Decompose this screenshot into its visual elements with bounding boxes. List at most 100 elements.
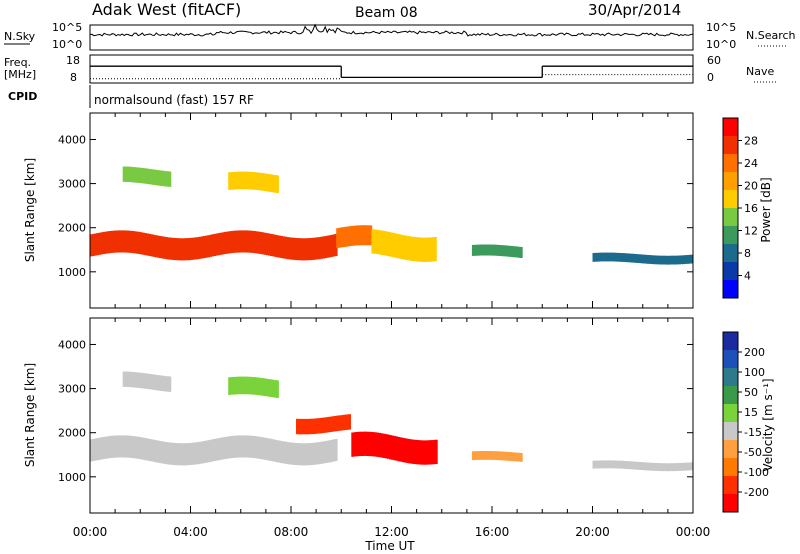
echo-cell (228, 436, 231, 459)
echo-cell (640, 462, 644, 470)
echo-cell (607, 460, 610, 469)
echo-cell (135, 372, 138, 388)
echo-cell (308, 418, 312, 435)
echo-cell (682, 255, 686, 265)
echo-cell (619, 253, 623, 262)
echo-cell (686, 255, 690, 264)
power-colorbar-title: Power [dB] (759, 177, 773, 242)
colorbar-tick-label: 24 (744, 157, 758, 170)
echo-cell (336, 228, 339, 249)
echo-cell (402, 235, 406, 260)
echo-cell (672, 255, 675, 265)
echo-cell (263, 232, 267, 255)
echo-cell (137, 167, 140, 183)
echo-cell (605, 252, 608, 262)
echo-cell (323, 417, 326, 433)
echo-cell (376, 432, 379, 457)
echo-cell (369, 225, 373, 246)
echo-cell (244, 230, 248, 253)
echo-cell (476, 244, 479, 256)
echo-cell (328, 440, 332, 463)
echo-cell (272, 439, 275, 462)
echo-cell (623, 461, 627, 469)
colorbar-swatch (723, 208, 738, 227)
echo-cell (272, 174, 275, 193)
echo-cell (623, 253, 627, 262)
echo-cell (661, 255, 665, 265)
echo-cell (131, 371, 134, 388)
echo-cell (361, 225, 364, 246)
echo-cell (146, 233, 150, 256)
echo-cell (509, 245, 513, 257)
echo-cell (319, 418, 322, 434)
echo-cell (382, 433, 386, 458)
echo-cell (331, 416, 335, 432)
echo-cell (634, 254, 637, 263)
echo-cell (90, 234, 93, 257)
echo-cell (110, 230, 114, 253)
echo-cell (242, 376, 246, 395)
echo-cell (117, 435, 120, 458)
colorbar-swatch (723, 404, 738, 423)
echo-cell (244, 376, 248, 395)
echo-cell (136, 231, 139, 254)
echo-cell (330, 234, 334, 257)
echo-cell (388, 232, 391, 257)
echo-cell (158, 375, 161, 391)
echo-cell (122, 166, 126, 182)
echo-cell (630, 253, 633, 263)
echo-cell (142, 232, 145, 255)
colorbar-swatch (723, 190, 738, 209)
echo-cell (384, 231, 387, 256)
echo-cell (513, 246, 517, 258)
echo-cell (169, 442, 173, 465)
velocity-ylabel: Slant Range [km] (23, 363, 37, 467)
echo-cell (366, 431, 369, 456)
echo-cell (389, 435, 392, 460)
x-axis-tick-labels: 00:00 04:00 08:00 12:00 16:00 20:00 00:00 (73, 525, 711, 539)
echo-cell (247, 230, 250, 253)
echo-cell (613, 460, 616, 469)
echo-cell (213, 233, 217, 256)
echo-cell (297, 238, 300, 261)
echo-cell (182, 443, 185, 466)
echo-cell (221, 437, 225, 460)
echo-cell (628, 461, 631, 470)
echo-cell (161, 441, 164, 464)
echo-cell (423, 237, 427, 262)
echo-cell (642, 254, 646, 264)
echo-cell (394, 233, 397, 258)
echo-cell (143, 168, 147, 184)
echo-cell (280, 236, 284, 259)
echo-cell (94, 233, 97, 256)
echo-cell (435, 439, 438, 464)
echo-cell (682, 462, 686, 471)
echo-cell (484, 451, 488, 460)
echo-cell (104, 231, 108, 254)
echo-cell (150, 439, 154, 462)
echo-cell (156, 170, 159, 186)
echo-cell (411, 236, 414, 261)
echo-cell (375, 229, 379, 254)
echo-cell (128, 371, 132, 388)
echo-cell (164, 171, 168, 187)
colorbar-swatch (723, 154, 738, 173)
x-tick-label: 20:00 (575, 525, 610, 539)
echo-cell (230, 377, 233, 395)
echo-cell (274, 175, 277, 193)
echo-cell (346, 414, 349, 430)
echo-cell (177, 443, 181, 466)
colorbar-swatch (723, 172, 738, 191)
echo-cell (286, 442, 290, 465)
echo-cell (403, 438, 407, 463)
echo-cell (379, 230, 383, 255)
echo-cell (117, 230, 120, 253)
echo-cell (251, 172, 254, 190)
echo-cell (173, 238, 177, 261)
echo-cell (672, 463, 675, 472)
cpid-text: normalsound (fast) 157 RF (94, 93, 254, 107)
echo-cell (663, 463, 667, 472)
echo-cell (297, 443, 300, 466)
echo-cell (646, 462, 650, 471)
echo-cell (497, 451, 500, 461)
